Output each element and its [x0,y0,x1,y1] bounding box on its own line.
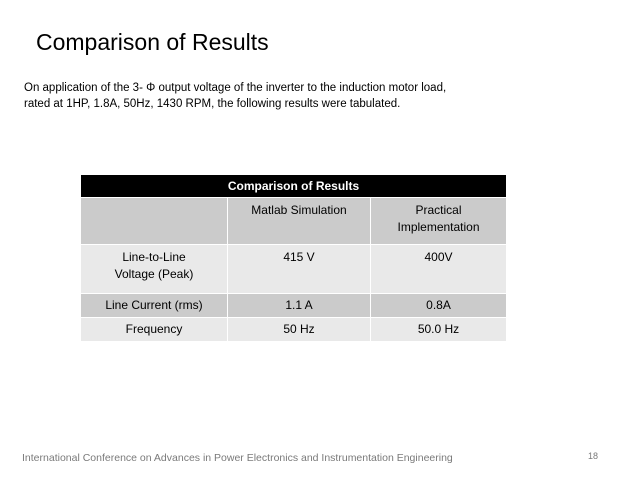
row-label-current: Line Current (rms) [80,293,228,318]
row-label-frequency: Frequency [80,317,228,342]
header-practical-implementation: Practical Implementation [369,197,508,245]
row-label-voltage: Line-to-Line Voltage (Peak) [80,244,228,294]
row-label-voltage-line-2: Voltage (Peak) [114,267,194,281]
voltage-practical-value: 400V [369,244,508,294]
table-row: Line-to-Line Voltage (Peak) 415 V 400V [80,244,508,294]
intro-line-1: On application of the 3- Φ output voltag… [24,82,447,94]
frequency-practical-value: 50.0 Hz [369,317,508,342]
current-practical-value: 0.8A [369,293,508,318]
results-table: Comparison of Results Matlab Simulation … [79,174,508,342]
table-row: Frequency 50 Hz 50.0 Hz [80,317,508,342]
slide-number: 18 [588,451,599,461]
table-caption-row: Comparison of Results [79,174,508,198]
row-label-voltage-line-1: Line-to-Line [122,250,186,264]
table-caption: Comparison of Results [79,174,508,198]
voltage-matlab-value: 415 V [227,244,371,294]
current-matlab-value: 1.1 A [227,293,371,318]
frequency-matlab-value: 50 Hz [227,317,371,342]
table-header-row: Matlab Simulation Practical Implementati… [80,197,508,245]
header-practical-line-2: Implementation [397,220,480,234]
intro-paragraph: On application of the 3- Φ output voltag… [24,80,614,112]
slide-title: Comparison of Results [36,29,269,55]
intro-line-2: rated at 1HP, 1.8A, 50Hz, 1430 RPM, the … [24,98,401,110]
header-blank-cell [80,197,228,245]
header-matlab-simulation: Matlab Simulation [227,197,371,245]
header-practical-line-1: Practical [415,203,462,217]
table-row: Line Current (rms) 1.1 A 0.8A [80,293,508,318]
footer-conference: International Conference on Advances in … [22,452,453,464]
